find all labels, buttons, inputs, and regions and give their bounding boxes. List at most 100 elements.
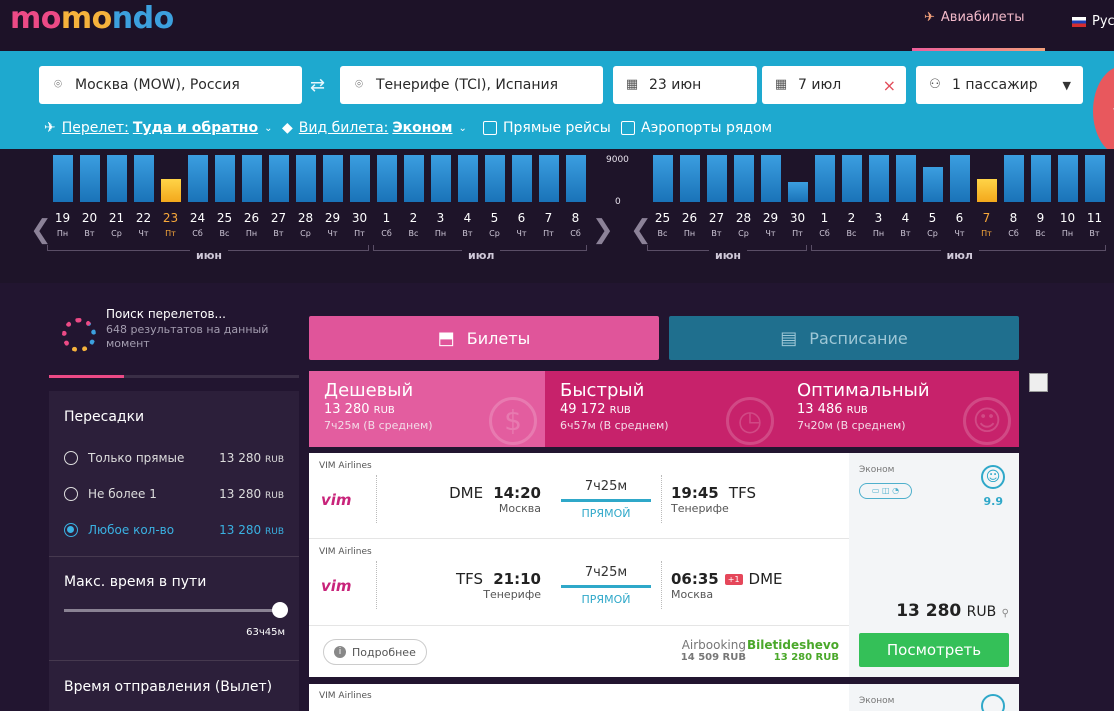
calendar-price-bar[interactable]	[323, 155, 343, 202]
calendar-price-bar[interactable]	[761, 155, 781, 202]
result-card[interactable]: VIM Airlines vim DME 14:20 Москва 7ч25м …	[309, 453, 1019, 677]
nearby-airports-checkbox[interactable]: Аэропорты рядом	[621, 120, 772, 136]
calendar-price-bar[interactable]	[215, 155, 235, 202]
clear-return-icon[interactable]: ×	[882, 75, 896, 95]
calendar-day-number[interactable]: 29	[324, 211, 341, 225]
search-button[interactable]: ↓	[1093, 66, 1114, 156]
calendar-price-bar[interactable]	[1004, 155, 1024, 202]
calendar-day-number[interactable]: 29	[762, 211, 779, 225]
calendar-day-number[interactable]: 7	[982, 211, 991, 225]
duration-slider-track[interactable]	[64, 609, 279, 612]
calendar-price-bar[interactable]	[842, 155, 862, 202]
destination-field[interactable]: ⌾ Тенерифе (TCI), Испания	[340, 66, 603, 104]
calendar-price-bar[interactable]	[707, 155, 727, 202]
stops-option-any[interactable]: Любое кол-во 13 280 RUB	[64, 523, 284, 537]
calendar-prev-outbound-icon[interactable]: ❮	[30, 215, 52, 245]
calendar-price-bar[interactable]	[485, 155, 505, 202]
calendar-price-bar[interactable]	[539, 155, 559, 202]
calendar-next-outbound-icon[interactable]: ❯	[592, 215, 614, 245]
calendar-day-number[interactable]: 28	[735, 211, 752, 225]
calendar-price-bar[interactable]	[977, 179, 997, 202]
language-selector[interactable]: Рус	[1072, 14, 1114, 29]
calendar-day-number[interactable]: 4	[901, 211, 910, 225]
passengers-field[interactable]: ⚇ 1 пассажир ▼	[916, 66, 1083, 104]
tab-schedule[interactable]: ▤ Расписание	[669, 316, 1019, 360]
details-button[interactable]: i Подробнее	[323, 639, 427, 665]
view-deal-button[interactable]: Посмотреть	[859, 633, 1009, 667]
calendar-day-number[interactable]: 19	[54, 211, 71, 225]
calendar-price-bar[interactable]	[107, 155, 127, 202]
calendar-day-number[interactable]: 20	[81, 211, 98, 225]
stops-option-max1[interactable]: Не более 1 13 280 RUB	[64, 487, 284, 501]
tab-tickets[interactable]: ⬒ Билеты	[309, 316, 659, 360]
calendar-price-bar[interactable]	[350, 155, 370, 202]
sort-optimal[interactable]: Оптимальный 13 486 RUB 7ч20м (В среднем)…	[782, 371, 1019, 447]
calendar-price-bar[interactable]	[788, 182, 808, 202]
calendar-price-bar[interactable]	[404, 155, 424, 202]
calendar-price-bar[interactable]	[296, 155, 316, 202]
calendar-day-number[interactable]: 27	[708, 211, 725, 225]
calendar-day-number[interactable]: 2	[847, 211, 856, 225]
radio-button[interactable]	[64, 487, 78, 501]
sort-fastest[interactable]: Быстрый 49 172 RUB 6ч57м (В среднем) ◷	[545, 371, 782, 447]
calendar-day-number[interactable]: 22	[135, 211, 152, 225]
calendar-day-number[interactable]: 1	[820, 211, 829, 225]
calendar-price-bar[interactable]	[869, 155, 889, 202]
calendar-price-bar[interactable]	[653, 155, 673, 202]
provider-airbooking[interactable]: Airbooking 14 509 RUB	[681, 638, 746, 663]
calendar-price-bar[interactable]	[923, 167, 943, 202]
calendar-price-bar[interactable]	[269, 155, 289, 202]
checkbox-box[interactable]	[621, 121, 635, 135]
calendar-day-number[interactable]: 1	[382, 211, 391, 225]
calendar-day-number[interactable]: 5	[928, 211, 937, 225]
radio-button[interactable]	[64, 451, 78, 465]
trip-type-dropdown[interactable]: ✈ Перелет: Туда и обратно ⌄	[44, 120, 272, 136]
calendar-price-bar[interactable]	[458, 155, 478, 202]
calendar-price-bar[interactable]	[53, 155, 73, 202]
calendar-price-bar[interactable]	[566, 155, 586, 202]
calendar-price-bar[interactable]	[680, 155, 700, 202]
calendar-day-number[interactable]: 6	[517, 211, 526, 225]
calendar-price-bar[interactable]	[734, 155, 754, 202]
calendar-day-number[interactable]: 6	[955, 211, 964, 225]
nav-flights-tab[interactable]: ✈ Авиабилеты	[912, 0, 1045, 51]
calendar-price-bar[interactable]	[188, 155, 208, 202]
calendar-day-number[interactable]: 5	[490, 211, 499, 225]
calendar-day-number[interactable]: 21	[108, 211, 125, 225]
calendar-day-number[interactable]: 8	[1009, 211, 1018, 225]
direct-flights-checkbox[interactable]: Прямые рейсы	[483, 120, 611, 136]
radio-button-selected[interactable]	[64, 523, 78, 537]
checkbox-box[interactable]	[483, 121, 497, 135]
calendar-day-number[interactable]: 8	[571, 211, 580, 225]
calendar-day-number[interactable]: 23	[162, 211, 179, 225]
stops-option-direct[interactable]: Только прямые 13 280 RUB	[64, 451, 284, 465]
origin-field[interactable]: ⌾ Москва (MOW), Россия	[39, 66, 302, 104]
calendar-day-number[interactable]: 26	[681, 211, 698, 225]
calendar-price-bar[interactable]	[1085, 155, 1105, 202]
calendar-day-number[interactable]: 10	[1059, 211, 1076, 225]
depart-date-field[interactable]: ▦ 23 июн	[613, 66, 757, 104]
calendar-day-number[interactable]: 11	[1086, 211, 1103, 225]
calendar-price-bar[interactable]	[377, 155, 397, 202]
calendar-price-bar[interactable]	[512, 155, 532, 202]
calendar-price-bar[interactable]	[431, 155, 451, 202]
calendar-day-number[interactable]: 2	[409, 211, 418, 225]
ticket-type-dropdown[interactable]: ◆ Вид билета: Эконом ⌄	[282, 120, 467, 136]
calendar-price-bar[interactable]	[134, 155, 154, 202]
calendar-day-number[interactable]: 4	[463, 211, 472, 225]
sort-cheapest[interactable]: Дешевый 13 280 RUB 7ч25м (В среднем) $	[309, 371, 545, 447]
provider-biletideshevo[interactable]: Biletideshevo 13 280 RUB	[747, 638, 839, 663]
calendar-day-number[interactable]: 27	[270, 211, 287, 225]
calendar-day-number[interactable]: 3	[436, 211, 445, 225]
result-card[interactable]: VIM Airlines Эконом	[309, 684, 1019, 711]
calendar-day-number[interactable]: 30	[351, 211, 368, 225]
calendar-price-bar[interactable]	[242, 155, 262, 202]
calendar-price-bar[interactable]	[950, 155, 970, 202]
calendar-day-number[interactable]: 28	[297, 211, 314, 225]
calendar-day-number[interactable]: 25	[654, 211, 671, 225]
duration-slider-handle[interactable]	[272, 602, 288, 618]
calendar-price-bar[interactable]	[815, 155, 835, 202]
calendar-day-number[interactable]: 3	[874, 211, 883, 225]
calendar-day-number[interactable]: 7	[544, 211, 553, 225]
calendar-price-bar[interactable]	[896, 155, 916, 202]
